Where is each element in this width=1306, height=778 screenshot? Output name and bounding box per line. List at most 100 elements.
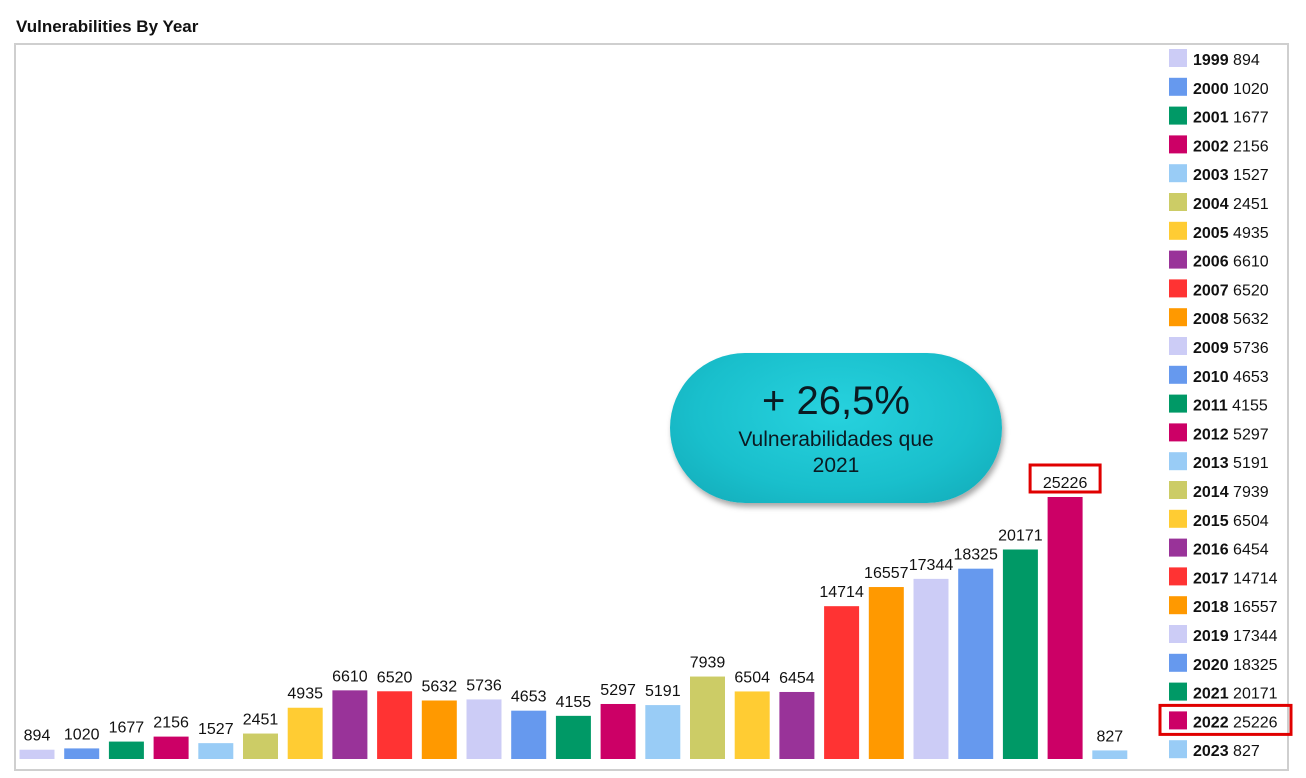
legend-swatch-2023	[1169, 740, 1187, 759]
data-label-2021: 20171	[998, 528, 1043, 545]
legend-entry-2010: 2010 4653	[1193, 369, 1269, 386]
legend-entry-2012: 2012 5297	[1193, 426, 1269, 443]
legend-entry-2017: 2017 14714	[1193, 570, 1278, 587]
data-label-2007: 6520	[377, 669, 413, 686]
bar-2021	[1002, 549, 1038, 759]
legend-swatch-2020	[1169, 653, 1187, 672]
data-label-2008: 5632	[422, 679, 458, 696]
bar-2022	[1047, 497, 1083, 759]
legend-swatch-2010	[1169, 365, 1187, 384]
legend-entry-2016: 2016 6454	[1193, 542, 1269, 559]
bar-2001	[108, 741, 144, 759]
legend-swatch-1999	[1169, 49, 1187, 67]
chart-title: Vulnerabilities By Year	[16, 17, 199, 36]
data-label-2016: 6454	[779, 670, 815, 687]
bar-2006	[332, 690, 368, 759]
bar-2008	[421, 700, 457, 759]
bar-2009	[466, 699, 502, 759]
data-label-2004: 2451	[243, 712, 279, 729]
legend-swatch-2011	[1169, 394, 1187, 413]
data-label-2013: 5191	[645, 683, 681, 700]
legend-swatch-2018	[1169, 596, 1187, 615]
legend-entry-2002: 2002 2156	[1193, 138, 1269, 155]
legend-highlight-box	[1158, 703, 1293, 736]
legend-entry-2023: 2023 827	[1193, 743, 1260, 760]
bar-2014	[690, 676, 725, 759]
bar-2018	[868, 587, 904, 759]
legend-swatch-2005	[1169, 221, 1187, 240]
legend-entry-2013: 2013 5191	[1193, 455, 1269, 472]
legend-swatch-2016	[1169, 538, 1187, 557]
legend-entry-2001: 2001 1677	[1193, 110, 1269, 127]
bar-2020	[958, 568, 994, 759]
data-label-2012: 5297	[600, 682, 636, 699]
legend-swatch-2000	[1169, 77, 1187, 96]
bar-2015	[734, 691, 770, 759]
legend-entry-2009: 2009 5736	[1193, 340, 1269, 357]
data-label-2023: 827	[1096, 728, 1123, 745]
data-label-2019: 17344	[909, 557, 954, 574]
data-label-2002: 2156	[153, 715, 189, 732]
legend-entry-2007: 2007 6520	[1193, 282, 1269, 299]
highlight-box	[1028, 463, 1102, 494]
bar-2002	[153, 736, 189, 759]
legend-entry-2005: 2005 4935	[1193, 225, 1269, 242]
data-label-1999: 894	[24, 728, 51, 745]
legend-entry-1999: 1999 894	[1193, 52, 1260, 69]
data-label-2014: 7939	[690, 655, 726, 672]
data-label-2006: 6610	[332, 668, 368, 685]
data-label-2003: 1527	[198, 721, 234, 738]
legend-swatch-2013	[1169, 452, 1187, 471]
bar-2010	[511, 710, 547, 759]
legend-entry-2011: 2011 4155	[1193, 398, 1268, 415]
legend-entry-2003: 2003 1527	[1193, 167, 1269, 184]
data-label-2005: 4935	[287, 686, 323, 703]
data-label-2009: 5736	[466, 677, 502, 694]
legend-entry-2000: 2000 1020	[1193, 81, 1269, 98]
bar-2003	[198, 743, 234, 759]
bar-2019	[913, 578, 949, 759]
bar-2013	[645, 705, 681, 759]
legend-swatch-2014	[1169, 481, 1187, 499]
data-label-2022: 25226	[1043, 475, 1088, 492]
legend-swatch-2015	[1169, 509, 1187, 528]
data-label-2015: 6504	[734, 669, 770, 686]
legend-swatch-2021	[1169, 682, 1187, 701]
legend-entry-2019: 2019 17344	[1193, 628, 1278, 645]
legend-swatch-2009	[1169, 337, 1187, 355]
legend-entry-2022: 2022 25226	[1193, 714, 1278, 731]
data-label-2001: 1677	[109, 720, 145, 737]
legend-swatch-2012	[1169, 423, 1187, 442]
legend-swatch-2002	[1169, 135, 1187, 154]
legend-entry-2018: 2018 16557	[1193, 599, 1278, 616]
legend-swatch-2019	[1169, 625, 1187, 643]
plot-frame	[14, 43, 1289, 771]
legend-entry-2014: 2014 7939	[1193, 484, 1269, 501]
data-label-2017: 14714	[819, 584, 864, 601]
bar-1999	[19, 749, 55, 759]
bar-2000	[64, 748, 100, 759]
legend-entry-2004: 2004 2451	[1193, 196, 1269, 213]
data-label-2018: 16557	[864, 565, 909, 582]
bar-2023	[1092, 750, 1128, 759]
bar-2016	[779, 691, 815, 759]
legend-swatch-2017	[1169, 567, 1187, 586]
bar-2011	[555, 715, 591, 759]
legend-entry-2015: 2015 6504	[1193, 513, 1269, 530]
bar-2005	[287, 707, 323, 759]
legend-swatch-2007	[1169, 279, 1187, 298]
annotation-headline: + 26,5%	[762, 379, 910, 423]
legend-swatch-2001	[1169, 106, 1187, 125]
legend-swatch-2008	[1169, 308, 1187, 327]
annotation-bubble: + 26,5% Vulnerabilidades que 2021	[670, 353, 1002, 503]
data-label-2011: 4155	[556, 694, 592, 711]
legend-entry-2021: 2021 20171	[1193, 686, 1278, 703]
bar-2004	[243, 733, 278, 759]
legend-entry-2008: 2008 5632	[1193, 311, 1269, 328]
legend-swatch-2006	[1169, 250, 1187, 269]
data-label-2020: 18325	[953, 547, 998, 564]
legend-entry-2006: 2006 6610	[1193, 254, 1269, 271]
legend-entry-2020: 2020 18325	[1193, 657, 1278, 674]
bar-2017	[824, 606, 860, 759]
